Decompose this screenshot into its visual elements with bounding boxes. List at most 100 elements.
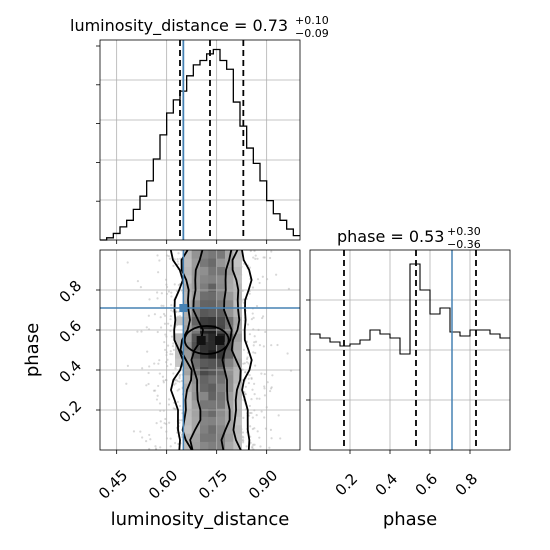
sample-point [248, 266, 252, 269]
sample-point [253, 382, 256, 385]
sample-point [160, 304, 163, 307]
tick-marks [306, 299, 471, 454]
title-lower-error: −0.36 [447, 238, 481, 251]
sample-point [125, 382, 128, 385]
plot-frame [99, 39, 301, 241]
density-cell [200, 316, 209, 326]
density-cell [216, 441, 226, 450]
density-cell [208, 283, 217, 292]
density-cell [233, 250, 242, 259]
sample-point [258, 344, 262, 347]
sample-point [145, 384, 148, 387]
sample-point [156, 394, 159, 397]
density-cell [175, 350, 184, 359]
sample-point [269, 389, 272, 393]
sample-point [167, 254, 170, 258]
sample-point [260, 372, 263, 375]
density-cell [200, 266, 209, 276]
sample-point [148, 298, 151, 301]
density-cell [233, 350, 242, 359]
density-cell [233, 425, 242, 434]
sample-point [271, 374, 274, 377]
sample-point [174, 367, 177, 370]
sample-point [172, 342, 175, 345]
sample-point [145, 326, 148, 329]
density-cell [200, 283, 209, 292]
sample-point [169, 445, 172, 448]
density-cell [208, 291, 217, 301]
density-cell [183, 425, 192, 434]
density-cell [183, 400, 192, 409]
sample-point [247, 362, 250, 365]
density-cell [208, 383, 217, 392]
sample-point [163, 422, 166, 425]
sample-point [244, 385, 247, 388]
density-cell [216, 366, 226, 376]
y-tick-label: 0.4 [56, 357, 86, 387]
sample-point [244, 393, 247, 396]
sample-point [270, 250, 273, 253]
density-cell [191, 325, 201, 334]
density-cell [225, 333, 234, 342]
density-cell [200, 391, 209, 401]
tick-marks [96, 45, 268, 244]
sample-point [148, 433, 151, 437]
sample-point [141, 436, 144, 439]
density-cell [233, 341, 242, 351]
density-cell [191, 366, 201, 376]
sample-point [170, 295, 173, 298]
density-cell [200, 366, 209, 376]
sample-point [161, 375, 165, 378]
sample-point [178, 375, 181, 378]
sample-point [180, 379, 183, 383]
density-cell [216, 291, 226, 301]
sample-point [255, 304, 259, 308]
density-cell [216, 308, 226, 317]
sample-point [158, 259, 161, 262]
sample-point [152, 389, 156, 392]
sample-point [287, 287, 290, 290]
density-cell [216, 358, 226, 367]
sample-point [141, 367, 144, 370]
density-cell [191, 408, 201, 417]
tick-marks [96, 289, 268, 454]
sample-point [169, 318, 172, 321]
density-cell [183, 375, 192, 384]
density-cell [208, 258, 217, 267]
sample-point [155, 398, 159, 401]
density-cell [233, 316, 242, 326]
sample-point [242, 441, 245, 444]
density-cell [225, 441, 234, 450]
histogram-title: phase = 0.53 [337, 227, 444, 246]
sample-point [254, 351, 257, 355]
density-cell [233, 408, 242, 417]
density-cell [216, 375, 226, 384]
sample-point [249, 425, 252, 428]
sample-point [258, 397, 261, 400]
sample-point [166, 322, 170, 325]
sample-point [180, 419, 183, 422]
sample-point [170, 291, 173, 294]
sample-point [248, 333, 252, 336]
sample-point [174, 441, 177, 445]
density-cell [191, 383, 201, 392]
sample-point [176, 260, 179, 263]
density-cell [191, 433, 201, 442]
sample-point [253, 392, 256, 396]
sample-point [167, 290, 171, 293]
sample-point [139, 430, 142, 433]
sample-point [256, 257, 259, 260]
density-cell [216, 408, 226, 417]
sample-point [242, 362, 245, 365]
density-cell [225, 391, 234, 401]
density-cell [200, 400, 209, 409]
sample-point [263, 256, 266, 259]
density-cell [200, 375, 209, 384]
sample-point [169, 350, 172, 353]
sample-point [256, 278, 260, 281]
sample-point [246, 356, 249, 359]
sample-point [154, 445, 157, 448]
density-cell [208, 341, 217, 351]
density-cell [208, 433, 217, 442]
density-cell [233, 433, 242, 442]
